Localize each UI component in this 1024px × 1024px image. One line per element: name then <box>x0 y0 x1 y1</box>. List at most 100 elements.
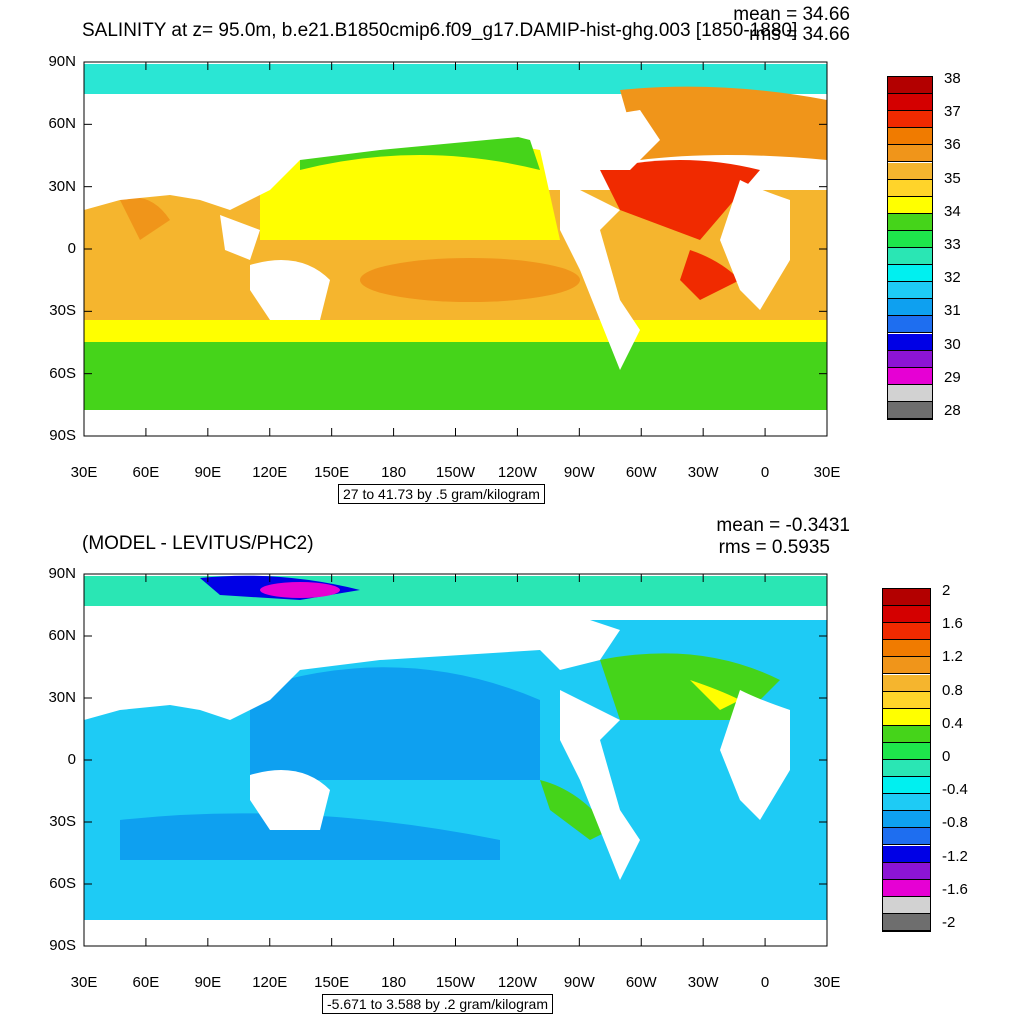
panel2-lon-label: 120E <box>252 974 288 991</box>
colorbar-label: 0 <box>942 748 951 765</box>
colorbar-swatch <box>883 742 930 760</box>
panel2-colorbar <box>882 588 931 932</box>
panel2-lon-label: 30E <box>70 974 98 991</box>
colorbar-label: 35 <box>944 169 961 187</box>
colorbar-swatch <box>888 384 932 402</box>
panel1-lon-label: 30W <box>687 464 719 481</box>
colorbar-swatch <box>888 401 932 419</box>
panel2-lon-label: 90E <box>194 974 222 991</box>
colorbar-label: 30 <box>944 335 961 353</box>
panel2-lat-label: 60S <box>49 875 76 892</box>
panel1-lat-label: 30N <box>48 177 76 195</box>
colorbar-label: 28 <box>944 402 961 419</box>
panel2-lat-label: 30N <box>48 689 76 706</box>
colorbar-swatch <box>888 128 932 146</box>
colorbar-swatch <box>883 589 930 607</box>
panel1-salinity-field <box>84 62 827 436</box>
panel2-lon-label: 120W <box>497 974 537 991</box>
panel2-mean: mean = -0.3431 <box>716 515 850 536</box>
colorbar-swatch <box>888 316 932 334</box>
panel2-lon-label: 60E <box>132 974 160 991</box>
colorbar-swatch <box>883 674 930 692</box>
colorbar-label: 0.4 <box>942 714 963 732</box>
colorbar-swatch <box>888 248 932 266</box>
panel1-lat-label: 90S <box>49 427 76 444</box>
colorbar-swatch <box>883 794 930 812</box>
panel1-colorbar <box>887 76 933 420</box>
panel1-lon-label: 60W <box>625 464 657 481</box>
colorbar-label: 31 <box>944 302 961 320</box>
panel2-lon-label: 180 <box>381 974 407 991</box>
panel2-lon-label: 150W <box>435 974 476 991</box>
panel2-lat-label: 0 <box>67 751 76 768</box>
colorbar-label: 0.8 <box>942 681 963 699</box>
panel1-lat-label: 60N <box>48 115 76 133</box>
colorbar-swatch <box>883 640 930 658</box>
panel1-lon-label: 30E <box>70 464 98 481</box>
colorbar-label: 36 <box>944 136 961 154</box>
panel1-lat-label: 60S <box>49 364 76 382</box>
panel1-lat-label: 90N <box>48 53 76 70</box>
colorbar-swatch <box>888 179 932 197</box>
colorbar-label: 32 <box>944 269 961 287</box>
colorbar-swatch <box>888 299 932 317</box>
colorbar-label: 34 <box>944 202 961 220</box>
colorbar-swatch <box>888 213 932 231</box>
colorbar-swatch <box>883 862 930 880</box>
panel2-lon-label: 0 <box>760 974 770 991</box>
panel2-title: (MODEL - LEVITUS/PHC2) <box>82 533 314 554</box>
colorbar-swatch <box>888 196 932 214</box>
colorbar-swatch <box>888 333 932 351</box>
colorbar-swatch <box>888 162 932 180</box>
colorbar-label: 29 <box>944 368 961 386</box>
colorbar-label: 37 <box>944 103 961 121</box>
panel2-lat-label: 90S <box>49 937 76 954</box>
colorbar-swatch <box>888 94 932 112</box>
colorbar-swatch <box>883 896 930 914</box>
panel1-lat-label: 0 <box>67 240 76 257</box>
colorbar-swatch <box>883 606 930 624</box>
panel2-lat-label: 60N <box>48 627 76 644</box>
colorbar-swatch <box>888 230 932 248</box>
colorbar-swatch <box>883 811 930 829</box>
colorbar-label: -2 <box>942 914 956 931</box>
colorbar-swatch <box>883 913 930 931</box>
colorbar-label: 1.2 <box>942 648 963 666</box>
colorbar-swatch <box>883 691 930 709</box>
panel2-lon-label: 90W <box>563 974 595 991</box>
colorbar-swatch <box>883 760 930 778</box>
colorbar-label: 2 <box>942 582 951 599</box>
colorbar-swatch <box>883 828 930 846</box>
colorbar-swatch <box>883 623 930 641</box>
panel2-lon-label: 150E <box>314 974 350 991</box>
colorbar-swatch <box>883 777 930 795</box>
panel1-lon-label: 150E <box>314 464 350 481</box>
colorbar-swatch <box>888 350 932 368</box>
panel2-lon-label: 60W <box>625 974 657 991</box>
colorbar-swatch <box>883 725 930 743</box>
panel1-lon-label: 150W <box>435 464 476 481</box>
panel2-lat-label: 30S <box>49 813 76 830</box>
colorbar-swatch <box>888 111 932 129</box>
panel1-range-note: 27 to 41.73 by .5 gram/kilogram <box>338 484 545 504</box>
colorbar-swatch <box>883 708 930 726</box>
panel1-lon-label: 30E <box>813 464 841 481</box>
colorbar-swatch <box>888 367 932 385</box>
panel1-lon-label: 180 <box>381 464 407 481</box>
colorbar-swatch <box>888 145 932 163</box>
panel1-lon-label: 120E <box>252 464 288 481</box>
colorbar-label: 33 <box>944 236 961 253</box>
panel2-rms: rms = 0.5935 <box>718 537 830 558</box>
panel1-title: SALINITY at z= 95.0m, b.e21.B1850cmip6.f… <box>82 20 798 41</box>
panel2-lon-label: 30E <box>813 974 841 991</box>
panel2-difference-field <box>84 574 827 946</box>
panel2-lat-label: 90N <box>48 565 76 582</box>
colorbar-swatch <box>888 77 932 95</box>
panel1-lon-label: 90W <box>563 464 595 481</box>
colorbar-label: 38 <box>944 70 961 87</box>
axis-ticks <box>83 61 828 947</box>
colorbar-swatch <box>888 282 932 300</box>
panel1-lon-label: 0 <box>760 464 770 481</box>
colorbar-label: -1.6 <box>942 880 968 898</box>
